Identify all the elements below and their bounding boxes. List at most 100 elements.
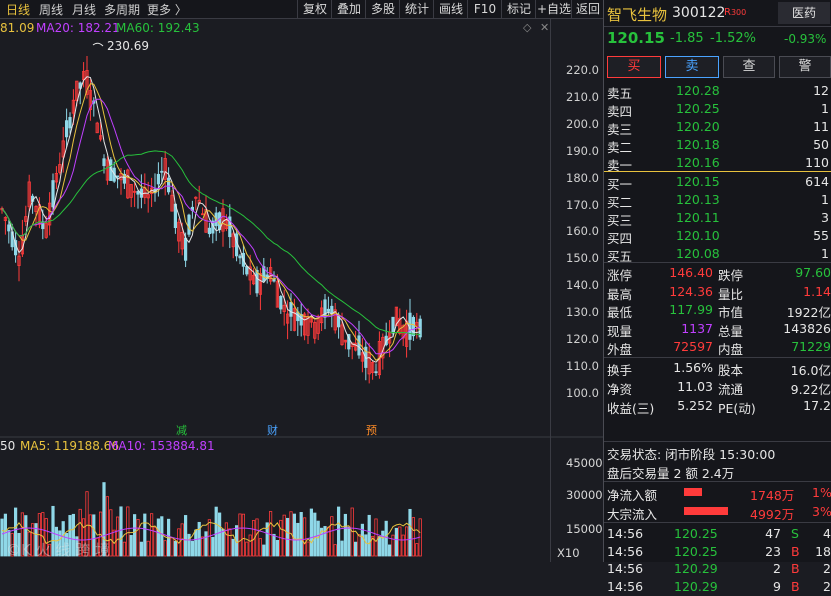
ask-row[interactable]: 卖一 120.16 110 bbox=[604, 154, 831, 173]
candle-body bbox=[207, 227, 211, 235]
tick-row[interactable]: 14:56 120.29 2 B 2 bbox=[604, 560, 831, 578]
tick-row[interactable]: 14:56 120.25 47 S 4 bbox=[604, 525, 831, 543]
volume-bar bbox=[139, 541, 143, 557]
buy-button[interactable]: 买 bbox=[607, 56, 661, 78]
volume-bar bbox=[122, 541, 126, 557]
candle-body bbox=[129, 184, 133, 198]
tick-side: B bbox=[791, 543, 800, 559]
volume-bar bbox=[282, 514, 286, 557]
event-marker-forecast[interactable]: 预 bbox=[366, 424, 377, 437]
fund-label: 净资 bbox=[607, 382, 633, 397]
tick-extra: 4 bbox=[823, 526, 831, 541]
event-marker-reduce[interactable]: 减 bbox=[176, 424, 187, 437]
stat-value: 1922亿 bbox=[786, 305, 831, 320]
stats-row[interactable]: 涨停 146.40 跌停 97.60 bbox=[604, 264, 831, 283]
back-button[interactable]: 返回 bbox=[571, 0, 604, 18]
fundamental-row[interactable]: 换手 1.56% 股本 16.0亿 bbox=[604, 359, 831, 378]
period-daily-tab[interactable]: 日线 bbox=[6, 3, 31, 17]
close-icon[interactable]: ✕ bbox=[540, 21, 550, 34]
net-inflow-label: 净流入额 bbox=[607, 488, 658, 503]
diamond-icon[interactable]: ◇ bbox=[523, 21, 532, 34]
volume-bar bbox=[272, 533, 276, 557]
stats-row[interactable]: 最高 124.36 量比 1.14 bbox=[604, 283, 831, 302]
bid-row[interactable]: 买四 120.10 55 bbox=[604, 227, 831, 246]
volume-bar bbox=[88, 514, 92, 557]
ask-row[interactable]: 卖二 120.18 50 bbox=[604, 136, 831, 155]
volume-bar bbox=[364, 534, 368, 557]
volume-bar bbox=[10, 533, 14, 557]
statistics-button[interactable]: 统计 bbox=[399, 0, 434, 18]
volume-bar bbox=[65, 533, 69, 557]
stats-row[interactable]: 现量 1137 总量 143826 bbox=[604, 320, 831, 339]
ask-row[interactable]: 卖三 120.20 11 bbox=[604, 118, 831, 137]
max-price-label: 230.69 bbox=[107, 39, 149, 53]
volume-bar bbox=[82, 518, 86, 557]
stock-code: 300122 bbox=[672, 5, 726, 21]
add-watchlist-button[interactable]: +自选 bbox=[535, 0, 572, 18]
candle-body bbox=[391, 316, 395, 334]
current-price: 120.15 bbox=[607, 29, 665, 47]
period-weekly-tab[interactable]: 周线 bbox=[39, 3, 64, 17]
ask-row[interactable]: 卖五 120.28 12 bbox=[604, 82, 831, 101]
fund-value: 1.56% bbox=[673, 360, 713, 375]
kline-chart[interactable] bbox=[0, 0, 603, 562]
tick-row[interactable]: 14:56 120.29 9 B 2 bbox=[604, 578, 831, 596]
candle-body bbox=[58, 164, 62, 173]
ma10-line bbox=[1, 83, 421, 361]
fund-label: 换手 bbox=[607, 363, 633, 378]
volume-bar bbox=[343, 513, 348, 557]
draw-line-button[interactable]: 画线 bbox=[433, 0, 468, 18]
candle-body bbox=[200, 213, 205, 216]
volume-bar bbox=[238, 513, 242, 557]
volume-bar bbox=[13, 507, 18, 557]
volume-bar bbox=[0, 518, 4, 557]
sector-badge[interactable]: 医药 bbox=[778, 2, 830, 24]
tick-row[interactable]: 14:56 120.25 23 B 18 bbox=[604, 543, 831, 561]
tick-time: 14:56 bbox=[607, 526, 644, 541]
tick-price: 120.25 bbox=[674, 526, 718, 541]
bid-row[interactable]: 买五 120.08 1 bbox=[604, 245, 831, 264]
ask-volume: 1 bbox=[821, 101, 829, 116]
candle-body bbox=[187, 214, 191, 235]
stat-label: 量比 bbox=[718, 286, 744, 302]
f10-button[interactable]: F10 bbox=[467, 0, 502, 18]
candle-body bbox=[183, 237, 188, 261]
candle-body bbox=[370, 362, 375, 373]
candle-body bbox=[302, 313, 307, 336]
multi-stock-button[interactable]: 多股 bbox=[365, 0, 400, 18]
ma5-line bbox=[1, 76, 421, 363]
bid-row[interactable]: 买一 120.15 614 bbox=[604, 173, 831, 192]
event-marker-finance[interactable]: 财 bbox=[267, 424, 278, 437]
candle-body bbox=[3, 217, 7, 221]
bid-row[interactable]: 买二 120.13 1 bbox=[604, 191, 831, 210]
bid-volume: 614 bbox=[805, 174, 829, 189]
sell-button[interactable]: 卖 bbox=[665, 56, 719, 78]
candle-body bbox=[279, 295, 283, 310]
fund-value: 17.2 bbox=[803, 398, 831, 413]
volume-legend: 50 bbox=[0, 439, 16, 453]
candle-body bbox=[326, 308, 331, 312]
fundamental-row[interactable]: 收益(三) 5.252 PE(动) 17.2 bbox=[604, 397, 831, 416]
stats-row[interactable]: 最低 117.99 市值 1922亿 bbox=[604, 301, 831, 320]
overlay-button[interactable]: 叠加 bbox=[331, 0, 366, 18]
price-tick-label: 180.0 bbox=[566, 170, 599, 185]
bid-label: 买一 bbox=[607, 177, 633, 192]
ask-row[interactable]: 卖四 120.25 1 bbox=[604, 100, 831, 119]
stats-row[interactable]: 外盘 72597 内盘 71229 bbox=[604, 338, 831, 357]
tick-side: B bbox=[791, 561, 800, 576]
volume-bar bbox=[394, 527, 399, 557]
price-tick-label: 100.0 bbox=[566, 385, 599, 400]
mark-button[interactable]: 标记 bbox=[501, 0, 536, 18]
alert-button[interactable]: 警 bbox=[779, 56, 831, 78]
query-button[interactable]: 查 bbox=[723, 56, 775, 78]
ask-price: 120.28 bbox=[676, 83, 720, 98]
net-inflow-value: 1748万 bbox=[750, 488, 795, 503]
adjust-button[interactable]: 复权 bbox=[297, 0, 332, 18]
volume-bar bbox=[374, 518, 378, 557]
vol-ma5-line bbox=[1, 521, 421, 545]
bid-row[interactable]: 买三 120.11 3 bbox=[604, 209, 831, 228]
period-more-dropdown[interactable]: 更多 〉 bbox=[147, 3, 187, 17]
period-multi-tab[interactable]: 多周期 bbox=[104, 3, 141, 17]
fundamental-row[interactable]: 净资 11.03 流通 9.22亿 bbox=[604, 378, 831, 397]
period-monthly-tab[interactable]: 月线 bbox=[72, 3, 97, 17]
